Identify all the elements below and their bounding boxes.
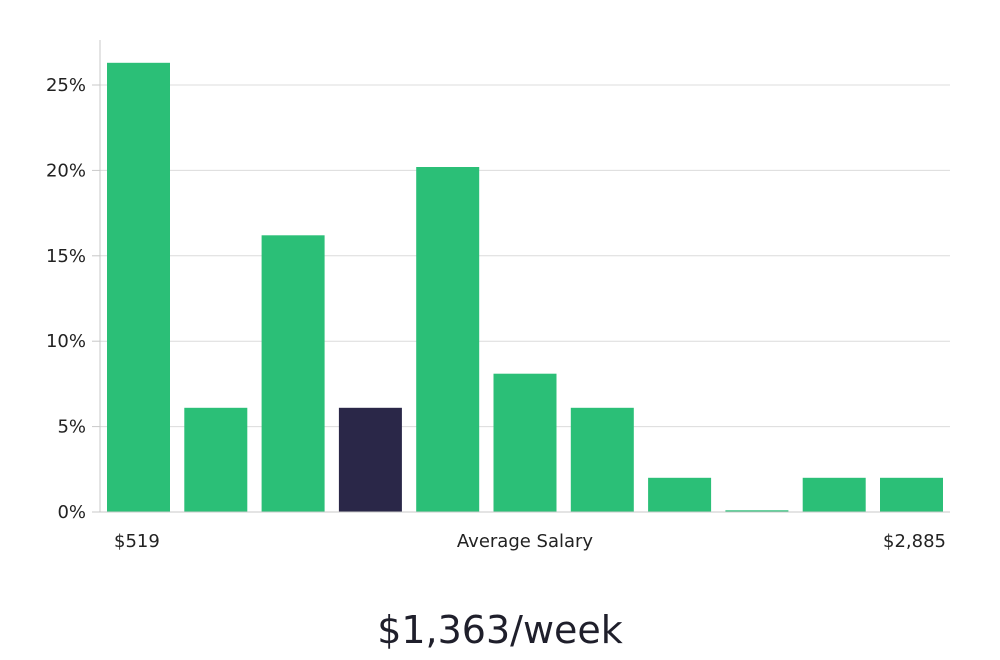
x-axis-title: Average Salary (457, 531, 594, 552)
bar (570, 407, 634, 512)
bar (107, 62, 170, 513)
y-tick-label: 10% (46, 331, 86, 352)
bar (648, 477, 712, 512)
bar (493, 373, 557, 512)
y-tick-label: 25% (46, 75, 86, 96)
bar (261, 235, 325, 513)
bar (880, 477, 943, 512)
weekly-salary-headline: $1,363/week (377, 608, 623, 652)
gridlines (100, 84, 950, 428)
y-tick-label: 20% (46, 160, 86, 181)
bar (184, 407, 248, 512)
highlighted-bar (338, 407, 402, 512)
x-max-label: $2,885 (883, 531, 946, 552)
bar (416, 167, 480, 512)
y-tick-label: 0% (57, 502, 86, 523)
y-tick-label: 5% (57, 417, 86, 438)
y-tick-label: 15% (46, 246, 86, 267)
y-tick-labels: 0% 5% 10% 15% 20% 25% (46, 75, 86, 523)
bar (802, 477, 866, 512)
bar (725, 510, 789, 512)
axes (92, 40, 950, 513)
bars (107, 62, 943, 513)
x-min-label: $519 (114, 531, 160, 552)
